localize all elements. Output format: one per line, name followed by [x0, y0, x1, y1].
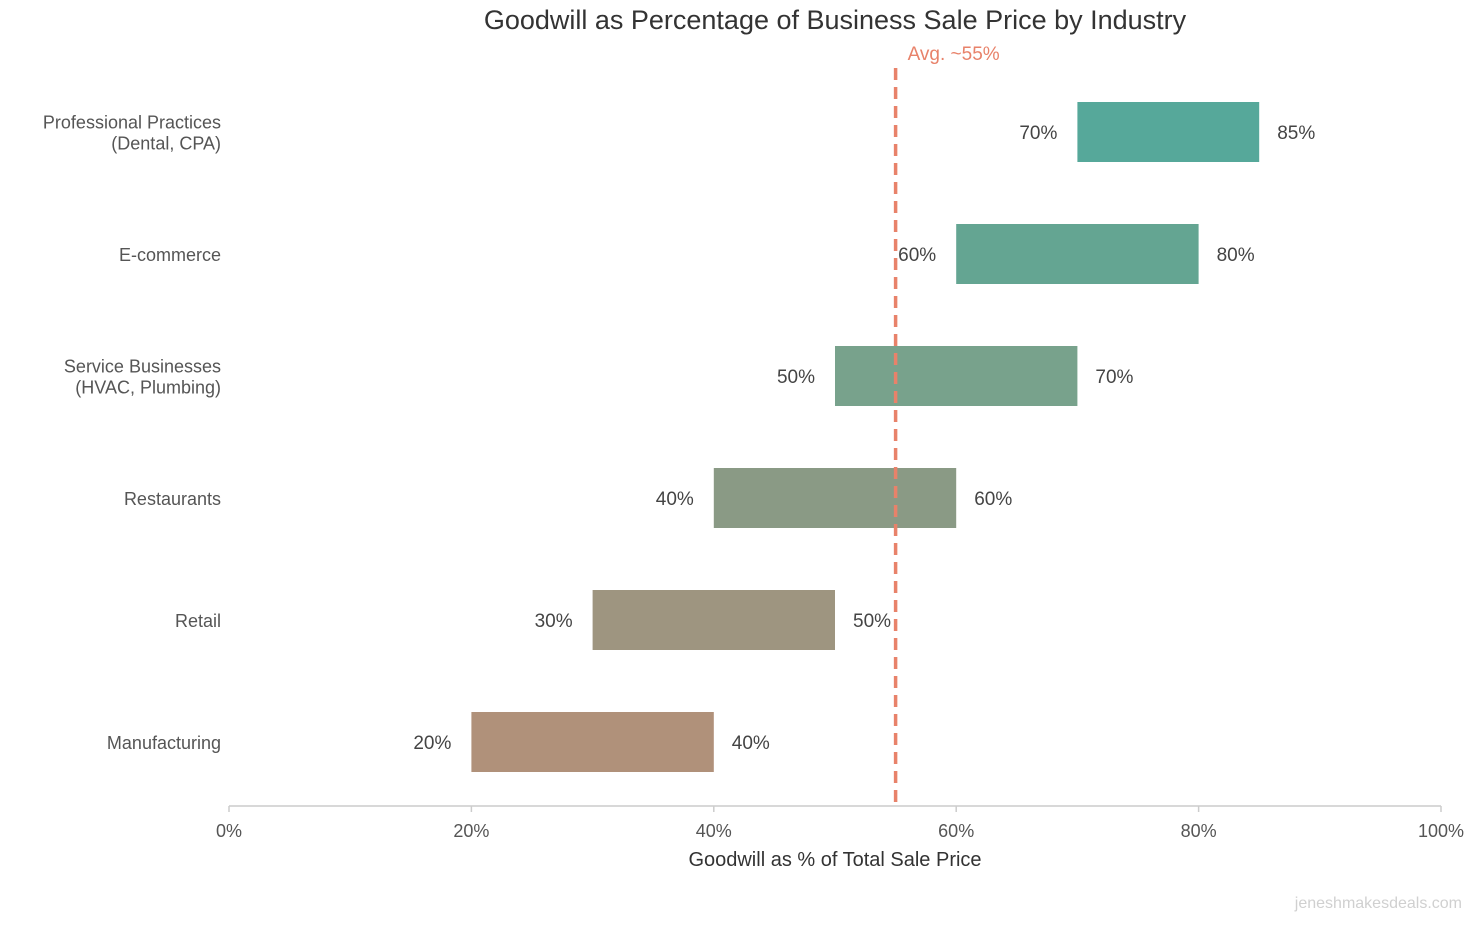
- x-tick-label: 0%: [216, 821, 242, 841]
- range-bar: [592, 590, 835, 650]
- category-label: Service Businesses: [64, 357, 221, 377]
- average-reference-label: Avg. ~55%: [908, 44, 1000, 65]
- category-label: Manufacturing: [107, 733, 221, 753]
- category-label: E-commerce: [119, 245, 221, 265]
- x-tick-label: 20%: [453, 821, 489, 841]
- range-bar: [956, 224, 1199, 284]
- category-label: (Dental, CPA): [111, 134, 221, 154]
- range-bar: [713, 468, 957, 528]
- range-bar: [835, 346, 1078, 406]
- high-value-label: 40%: [732, 733, 770, 754]
- range-bar: [1077, 102, 1260, 162]
- x-tick-label: 100%: [1418, 821, 1464, 841]
- category-label: (HVAC, Plumbing): [75, 378, 221, 398]
- category-label: Professional Practices: [43, 113, 221, 133]
- low-value-label: 30%: [535, 611, 573, 632]
- category-label: Retail: [175, 611, 221, 631]
- watermark: jeneshmakesdeals.com: [1294, 895, 1462, 912]
- low-value-label: 70%: [1019, 123, 1057, 144]
- low-value-label: 40%: [656, 489, 694, 510]
- x-axis-label: Goodwill as % of Total Sale Price: [688, 849, 981, 871]
- low-value-label: 20%: [413, 733, 451, 754]
- low-value-label: 60%: [898, 245, 936, 266]
- high-value-label: 70%: [1095, 367, 1133, 388]
- high-value-label: 80%: [1217, 245, 1255, 266]
- x-tick-label: 60%: [938, 821, 974, 841]
- high-value-label: 60%: [974, 489, 1012, 510]
- x-tick-label: 40%: [696, 821, 732, 841]
- x-tick-label: 80%: [1181, 821, 1217, 841]
- category-label: Restaurants: [124, 489, 221, 509]
- chart-title: Goodwill as Percentage of Business Sale …: [484, 5, 1187, 35]
- high-value-label: 50%: [853, 611, 891, 632]
- range-bar: [471, 712, 714, 772]
- low-value-label: 50%: [777, 367, 815, 388]
- high-value-label: 85%: [1277, 123, 1315, 144]
